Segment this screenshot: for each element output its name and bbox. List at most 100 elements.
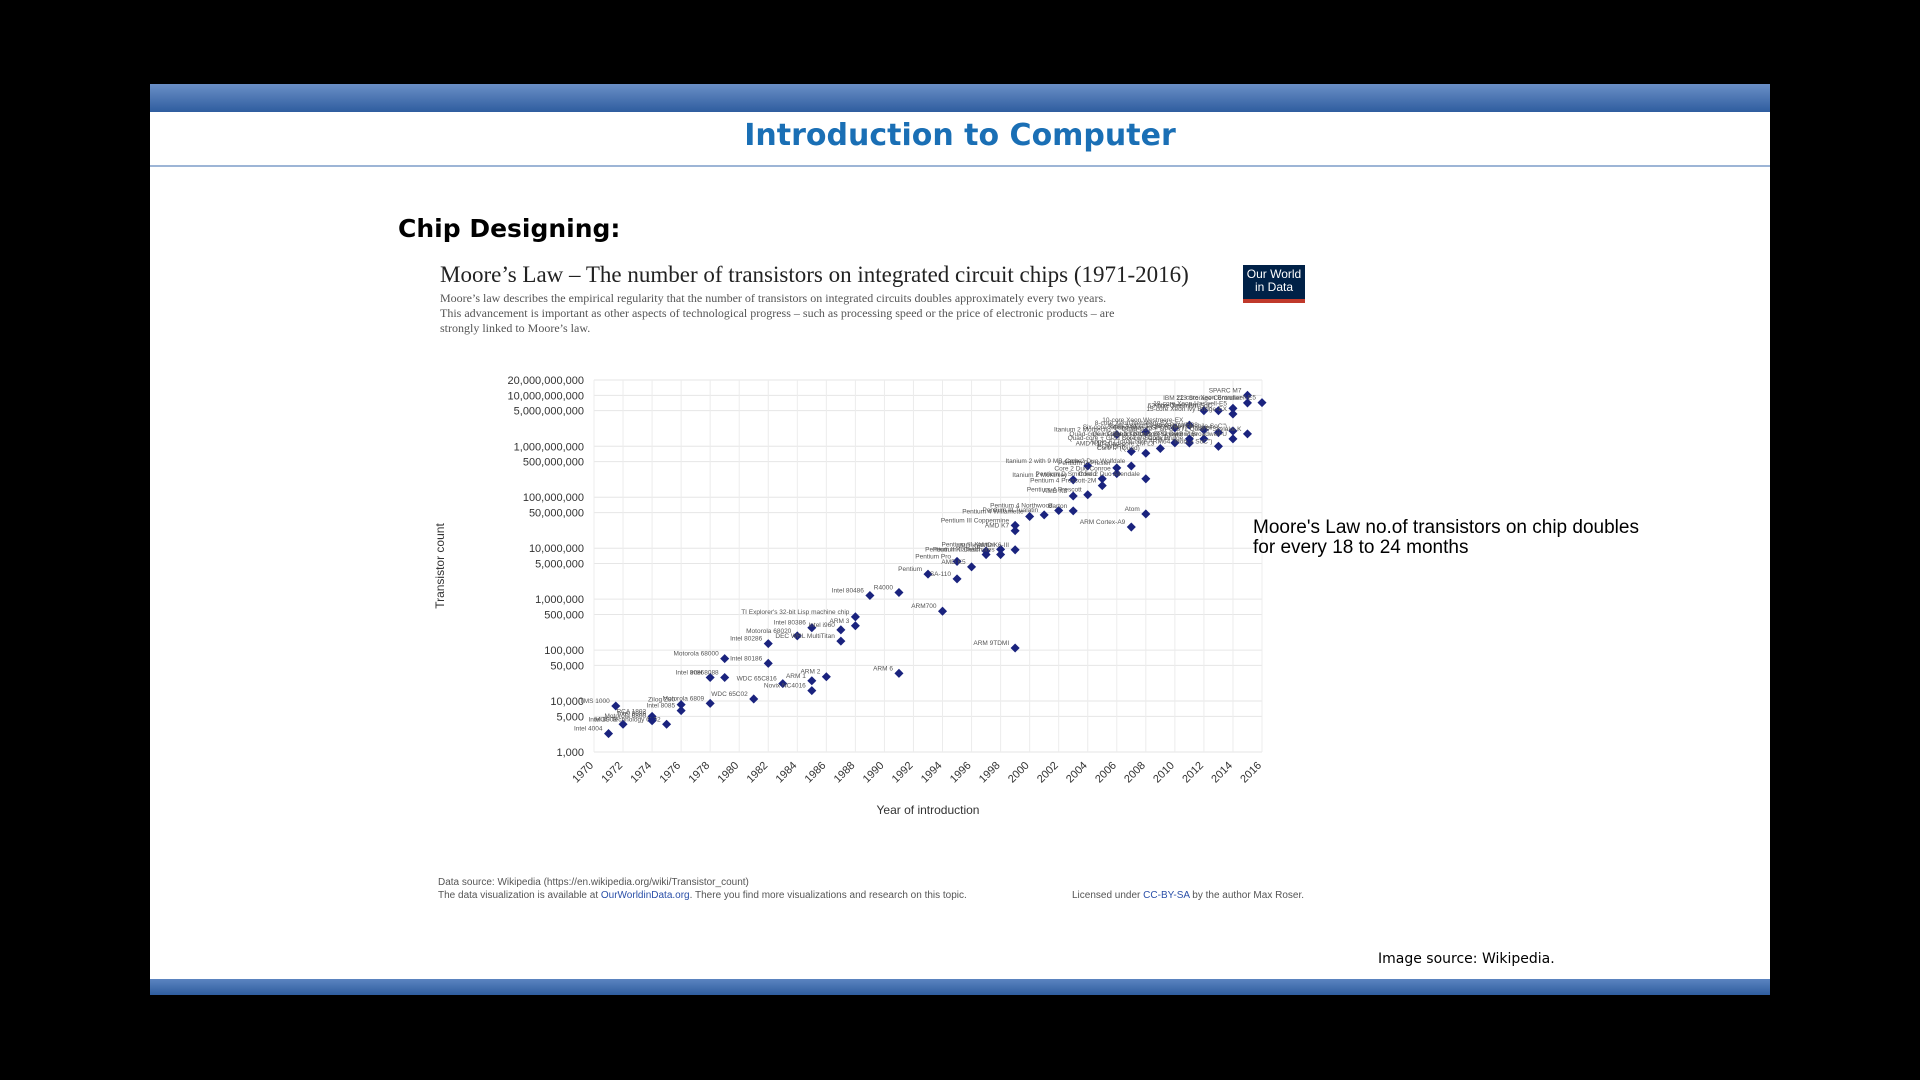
data-point-label: Core 2 Duo Conroe	[1054, 466, 1111, 473]
license-link[interactable]: CC-BY-SA	[1143, 890, 1190, 901]
y-tick-label: 100,000,000	[523, 492, 584, 504]
data-point-label: Quad-core + GPU Core i7 Ivy Bridge	[1092, 431, 1198, 438]
data-point	[763, 658, 773, 668]
note-line-1: Moore's Law no.of transistors on chip do…	[1253, 517, 1639, 538]
data-point	[1097, 481, 1107, 491]
data-point	[1010, 643, 1020, 653]
data-point-label: AMD K5	[941, 559, 966, 566]
data-point-label: Xbox One main SoC	[1153, 403, 1213, 410]
data-point-label: R4000	[874, 585, 894, 592]
data-point-label: POWER6	[1097, 444, 1126, 451]
x-tick-label: 1992	[890, 760, 916, 786]
chart-desc-line-2: This advancement is important as other a…	[440, 306, 1115, 320]
data-point-label: Pentium III Tualatin	[983, 507, 1039, 514]
data-point-label: ARM 3	[830, 618, 850, 625]
x-tick-label: 2010	[1151, 760, 1177, 786]
data-point-label: Itanium 2 with 9 MB cache	[1006, 458, 1083, 465]
data-point-label: Quad-core + GPU GT2 Core i7 Skylake K	[1121, 426, 1242, 433]
y-tick-label: 50,000	[550, 660, 584, 672]
data-point-label: Apple A8X (tri-core ARM64 "mobile SoC")	[1107, 423, 1227, 430]
x-tick-label: 1976	[657, 760, 683, 786]
data-point	[720, 654, 730, 664]
data-point	[603, 729, 614, 739]
data-point-label: ARM 1	[786, 673, 806, 680]
y-tick-label: 500,000,000	[523, 457, 584, 469]
data-point	[836, 636, 846, 646]
logo-line-2: in Data	[1254, 280, 1294, 294]
moores-law-scatter-chart: 1,000 5,000 10,000 50,000 100,000 500,000 1,00…	[433, 375, 1267, 817]
y-tick-label: 1,000,000	[535, 594, 584, 606]
slide-title: Introduction to Computer	[744, 118, 1176, 153]
data-point-label: ARM 2	[800, 669, 820, 676]
data-point-label: 18-core Xeon Haswell-E5	[1153, 400, 1227, 407]
data-point-label: Itanium 2 McKinley	[1012, 472, 1068, 479]
data-point	[821, 672, 831, 682]
chart-footer-license: Licensed under CC-BY-SA by the author Ma…	[1072, 890, 1304, 901]
data-point	[1112, 463, 1122, 473]
data-point-label: TI Explorer's 32-bit Lisp machine chip	[741, 609, 850, 616]
data-point	[996, 544, 1006, 554]
data-point	[1228, 426, 1238, 436]
chart-description: Moore’s law describes the empirical regu…	[440, 291, 1260, 336]
data-point-label: MOS Technology 6502	[595, 716, 661, 723]
data-point-label: Motorola 68020	[746, 628, 792, 635]
data-point-label: Pentium 4 Prescott-2M	[1030, 478, 1096, 485]
data-point	[894, 668, 904, 678]
data-point-label: Quad-core + GPU Core i7 Broadwell-U	[1115, 431, 1227, 438]
x-tick-label: 2006	[1093, 760, 1119, 786]
data-point-label: Pentium	[898, 566, 922, 573]
x-tick-label: 1996	[948, 760, 974, 786]
data-point	[1257, 398, 1267, 408]
data-point-label: Intel i960	[808, 622, 835, 629]
data-point-label: Six-core Xeon 7400	[1083, 424, 1140, 431]
data-point	[1141, 448, 1151, 458]
x-tick-label: 1970	[570, 760, 596, 786]
data-point	[1054, 505, 1064, 515]
chart-desc-line-1: Moore’s law describes the empirical regu…	[440, 291, 1107, 305]
data-point	[865, 590, 875, 601]
x-axis-label: Year of introduction	[877, 803, 980, 817]
logo-line-1: Our World	[1246, 267, 1302, 281]
x-tick-label: 2014	[1209, 760, 1235, 786]
data-point-label: Intel 8086	[676, 669, 705, 676]
x-tick-label: 2012	[1180, 760, 1206, 786]
data-point	[1126, 461, 1136, 471]
data-point	[676, 706, 686, 716]
x-tick-label: 2000	[1006, 760, 1032, 786]
data-point-label: Intel 8008	[588, 716, 617, 723]
data-point	[937, 606, 948, 616]
data-point	[1228, 434, 1238, 444]
data-point	[807, 623, 817, 633]
chart-footer-viz: The data visualization is available at O…	[438, 890, 967, 901]
data-point-label: IBM z13 Storage Controller	[1163, 395, 1242, 402]
y-tick-label: 5,000,000	[535, 559, 584, 571]
data-point-label: Itanium 2 Montecito	[1054, 427, 1111, 434]
data-point	[1242, 390, 1253, 400]
data-point-label: Intel 80186	[730, 655, 763, 662]
data-point	[1112, 430, 1122, 440]
y-axis-label: Transistor count	[433, 523, 447, 609]
owid-link[interactable]: OurWorldinData.org	[600, 890, 690, 901]
moores-law-note: Moore's Law no.of transistors on chip do…	[1253, 518, 1639, 558]
data-point-label: Core 2 Duo Wolfdale	[1065, 458, 1126, 465]
data-point	[705, 672, 715, 683]
data-point-label: TMS 1000	[580, 698, 610, 705]
data-point	[952, 574, 962, 584]
data-point	[1039, 510, 1049, 520]
data-point	[807, 676, 817, 686]
data-point-label: Novix NC4016	[764, 683, 806, 690]
x-tick-label: 1974	[628, 760, 654, 786]
data-point-label: Core i7 (Quad)	[1097, 445, 1140, 452]
data-point-label: 12-core POWER8	[1146, 422, 1198, 429]
data-point	[894, 587, 904, 598]
data-point-label: Pentium III Katmai	[941, 541, 994, 548]
data-point	[1155, 443, 1165, 454]
data-point-label: AMD K6	[956, 543, 981, 550]
data-point-label: Intel 80486	[832, 587, 865, 594]
x-tick-label: 1978	[686, 760, 712, 786]
x-tick-label: 1986	[803, 760, 829, 786]
data-point-label: Pentium III Coppermine	[941, 517, 1010, 524]
data-point	[1228, 409, 1238, 419]
data-point-label: ARM 9TDMI	[973, 640, 1009, 647]
data-point-label: Motorola 68000	[674, 651, 720, 658]
